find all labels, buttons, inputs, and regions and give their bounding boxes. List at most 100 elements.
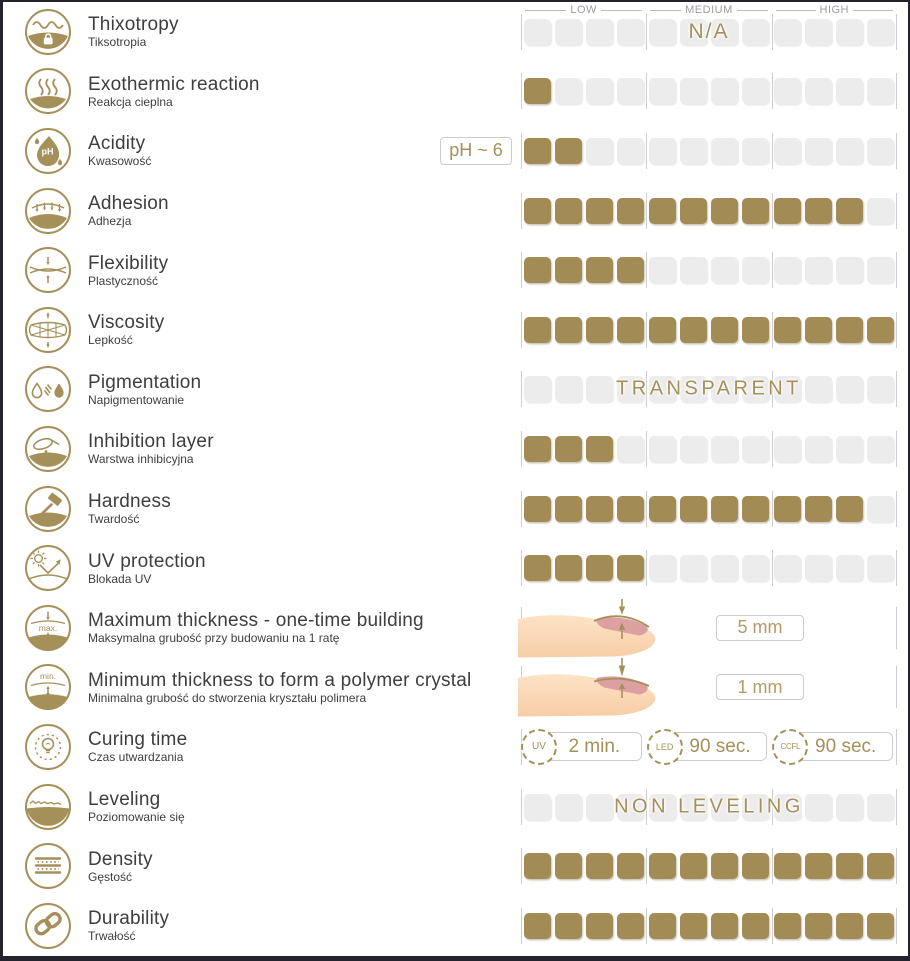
property-subtitle-pl: Maksymalna grubość przy budowaniu na 1 r… <box>88 631 340 646</box>
rating-segment <box>585 912 613 939</box>
ccfl-lamp-icon: CCFL <box>772 728 809 765</box>
curing-time-pill: LED 90 sec. <box>646 728 768 765</box>
rating-segment <box>679 912 707 939</box>
property-labels: Adhesion Adhezja <box>88 193 169 228</box>
rating-segment <box>523 376 551 403</box>
rating-segment <box>710 316 738 343</box>
rating-bar <box>521 848 897 885</box>
rating-segment <box>648 495 676 522</box>
uv-protection-icon <box>24 544 72 592</box>
property-labels: Minimum thickness to form a polymer crys… <box>88 670 471 705</box>
property-subtitle-pl: Kwasowość <box>88 154 152 169</box>
rating-segment <box>774 853 802 880</box>
rating-group-high <box>772 78 897 105</box>
rating-segment <box>774 376 802 403</box>
rating-segment <box>523 912 551 939</box>
property-subtitle-pl: Czas utwardzania <box>88 750 184 765</box>
rating-overlay-text: NON LEVELING <box>614 795 804 818</box>
scale-divider <box>646 430 648 467</box>
thickness-area: 5 mm <box>518 598 897 658</box>
rating-segment <box>836 197 864 224</box>
rating-segment <box>554 376 582 403</box>
scale-divider <box>896 728 897 765</box>
rating-segment <box>867 197 895 224</box>
rating-bar <box>521 430 897 467</box>
rating-segment <box>867 495 895 522</box>
rating-segment <box>710 495 738 522</box>
rating-segment <box>867 435 895 462</box>
curing-time-pill: UV 2 min. <box>521 728 642 765</box>
rating-segment <box>805 78 833 105</box>
rating-group-low <box>521 435 646 462</box>
scale-divider <box>896 73 897 110</box>
rating-group-high <box>772 495 897 522</box>
scale-label-high: HIGH <box>819 4 849 16</box>
scale-divider <box>896 13 897 50</box>
rating-segment <box>710 197 738 224</box>
rating-segment <box>805 555 833 582</box>
rating-bar <box>521 490 897 527</box>
rating-segment <box>741 257 769 284</box>
rating-group-low <box>521 495 646 522</box>
rating-segment <box>867 555 895 582</box>
rating-segment <box>710 435 738 462</box>
property-labels: Density Gęstość <box>88 849 153 884</box>
property-title: Viscosity <box>88 312 165 334</box>
rating-segment <box>741 853 769 880</box>
rating-segment <box>805 793 833 820</box>
property-row: Viscosity Lepkość <box>3 300 908 360</box>
rating-segment <box>616 257 644 284</box>
rating-segment <box>741 495 769 522</box>
property-row: Adhesion Adhezja <box>3 181 908 241</box>
scale-line <box>775 9 816 11</box>
svg-text:pH: pH <box>42 146 54 156</box>
rating-segment <box>836 495 864 522</box>
scale-divider <box>646 550 648 587</box>
scale-divider <box>646 907 648 944</box>
rating-segment <box>554 912 582 939</box>
scale-divider <box>521 371 522 408</box>
rating-segment <box>774 793 802 820</box>
rating-bar <box>521 73 897 110</box>
rating-segment <box>585 495 613 522</box>
scale-section-low: LOW <box>521 4 646 16</box>
scale-divider <box>646 252 648 289</box>
rating-bar <box>521 550 897 587</box>
rating-group-low <box>521 18 646 45</box>
rating-group-high <box>772 793 897 820</box>
pigmentation-icon <box>24 365 72 413</box>
led-lamp-icon: LED <box>646 728 683 765</box>
rating-segment <box>679 78 707 105</box>
property-subtitle-pl: Lepkość <box>88 333 133 348</box>
property-labels: Viscosity Lepkość <box>88 312 164 347</box>
scale-divider <box>646 490 648 527</box>
leveling-icon <box>24 783 72 831</box>
rating-segment <box>554 137 582 164</box>
rating-segment <box>836 137 864 164</box>
rating-segment <box>523 495 551 522</box>
rating-segment <box>554 435 582 462</box>
rating-segment <box>741 376 769 403</box>
rating-segment <box>867 376 895 403</box>
rating-segment <box>805 912 833 939</box>
property-title: Pigmentation <box>88 371 202 393</box>
rating-segment <box>774 78 802 105</box>
rating-group-medium <box>646 793 771 820</box>
rating-segment <box>741 316 769 343</box>
rating-segment <box>616 555 644 582</box>
rating-segment <box>616 435 644 462</box>
rating-segment <box>616 793 644 820</box>
rating-segment <box>648 793 676 820</box>
property-title: Density <box>88 848 153 870</box>
property-subtitle-pl: Poziomowanie się <box>88 810 185 825</box>
scale-divider <box>771 192 773 229</box>
rating-segment <box>774 257 802 284</box>
property-row: max. Maximum thickness - one-time buildin… <box>3 598 908 658</box>
curing-time-icon <box>24 723 72 771</box>
rating-segment <box>585 137 613 164</box>
exothermic-reaction-icon <box>24 67 72 115</box>
ph-value-box: pH ~ 6 <box>440 136 512 165</box>
svg-text:min.: min. <box>40 671 56 681</box>
rating-segment <box>648 257 676 284</box>
scale-divider <box>646 132 648 169</box>
